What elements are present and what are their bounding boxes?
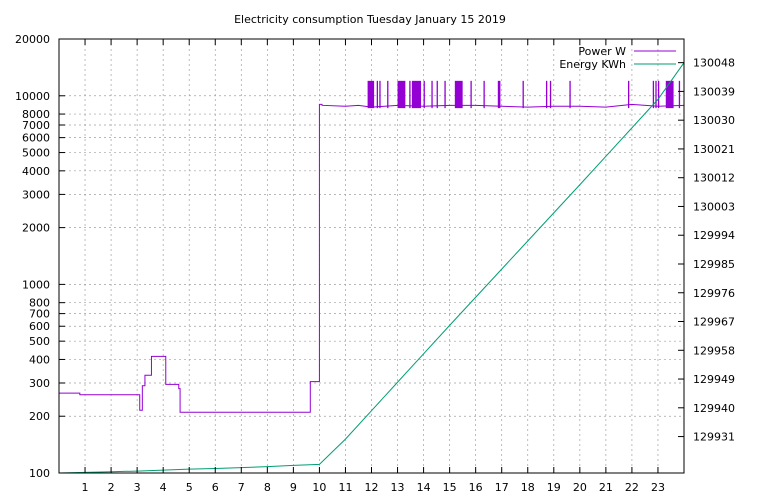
x-tick-label: 21	[599, 481, 613, 494]
x-tick-label: 6	[212, 481, 219, 494]
x-tick-label: 9	[290, 481, 297, 494]
axes: 1 2 3 4 5 6 7 8 9 10 11 12 13 14 15 16 17 18 19 20 21 22 23100…	[15, 33, 735, 494]
legend-label-energy: Energy KWh	[559, 58, 626, 71]
power-spike	[454, 80, 463, 109]
y-left-tick-label: 400	[29, 353, 50, 366]
x-tick-label: 15	[443, 481, 457, 494]
y-right-tick-label: 130048	[693, 57, 735, 70]
y-left-tick-label: 600	[29, 320, 50, 333]
y-right-tick-label: 130039	[693, 85, 735, 98]
power-spike	[470, 80, 472, 109]
x-tick-label: 7	[238, 481, 245, 494]
x-tick-label: 18	[521, 481, 535, 494]
x-tick-label: 2	[108, 481, 115, 494]
power-spike	[497, 80, 501, 109]
power-spike	[431, 80, 433, 109]
y-left-tick-label: 5000	[22, 147, 50, 160]
power-spike	[379, 80, 381, 109]
x-tick-label: 19	[547, 481, 561, 494]
y-right-tick-label: 129985	[693, 258, 735, 271]
y-left-tick-label: 20000	[15, 33, 50, 46]
y-left-tick-label: 100	[29, 467, 50, 480]
y-left-tick-label: 4000	[22, 165, 50, 178]
x-tick-label: 5	[186, 481, 193, 494]
y-right-tick-label: 129931	[693, 431, 735, 444]
x-tick-label: 12	[365, 481, 379, 494]
y-right-tick-label: 130021	[693, 143, 735, 156]
power-spike	[409, 80, 411, 109]
power-spike	[444, 80, 446, 109]
y-left-tick-label: 700	[29, 308, 50, 321]
power-spike	[387, 80, 389, 109]
y-right-tick-label: 129994	[693, 229, 735, 242]
x-tick-label: 22	[625, 481, 639, 494]
power-spike	[678, 80, 681, 109]
power-spike	[397, 80, 406, 109]
power-spike	[569, 80, 571, 109]
power-spike	[657, 80, 660, 109]
power-spike	[665, 80, 674, 109]
y-right-tick-label: 129958	[693, 344, 735, 357]
legend-label-power: Power W	[578, 45, 626, 58]
y-right-tick-label: 129976	[693, 287, 735, 300]
grid	[59, 39, 684, 473]
y-left-tick-label: 3000	[22, 188, 50, 201]
x-tick-label: 23	[651, 481, 665, 494]
x-tick-label: 4	[160, 481, 167, 494]
x-tick-label: 3	[134, 481, 141, 494]
y-left-tick-label: 1000	[22, 278, 50, 291]
power-spike	[549, 80, 552, 109]
x-tick-label: 10	[312, 481, 326, 494]
power-spike	[411, 80, 421, 109]
x-tick-label: 20	[573, 481, 587, 494]
y-left-tick-label: 10000	[15, 90, 50, 103]
chart-title: Electricity consumption Tuesday January …	[234, 13, 506, 26]
y-left-tick-label: 6000	[22, 132, 50, 145]
y-left-tick-label: 300	[29, 377, 50, 390]
power-spike	[545, 80, 548, 109]
y-left-tick-label: 8000	[22, 108, 50, 121]
power-spike	[628, 80, 630, 109]
y-left-tick-label: 500	[29, 335, 50, 348]
y-right-tick-label: 129949	[693, 373, 735, 386]
x-tick-label: 17	[495, 481, 509, 494]
power-spike	[436, 80, 438, 109]
y-right-tick-label: 130030	[693, 114, 735, 127]
power-spike	[423, 80, 425, 109]
x-tick-label: 16	[469, 481, 483, 494]
power-spike	[522, 80, 524, 109]
power-spike	[367, 80, 375, 109]
y-left-tick-label: 7000	[22, 119, 50, 132]
power-spike	[376, 80, 379, 109]
y-left-tick-label: 2000	[22, 222, 50, 235]
power-spike	[652, 80, 655, 109]
y-left-tick-label: 800	[29, 297, 50, 310]
x-tick-label: 8	[264, 481, 271, 494]
x-tick-label: 1	[82, 481, 89, 494]
x-tick-label: 14	[417, 481, 431, 494]
power-spike	[655, 80, 657, 109]
y-right-tick-label: 129967	[693, 316, 735, 329]
x-tick-label: 11	[338, 481, 352, 494]
x-tick-label: 13	[391, 481, 405, 494]
power-spike	[483, 80, 485, 109]
y-right-tick-label: 130003	[693, 200, 735, 213]
legend: Power W Energy KWh	[559, 45, 676, 71]
y-left-tick-label: 200	[29, 410, 50, 423]
y-right-tick-label: 129940	[693, 402, 735, 415]
y-right-tick-label: 130012	[693, 172, 735, 185]
